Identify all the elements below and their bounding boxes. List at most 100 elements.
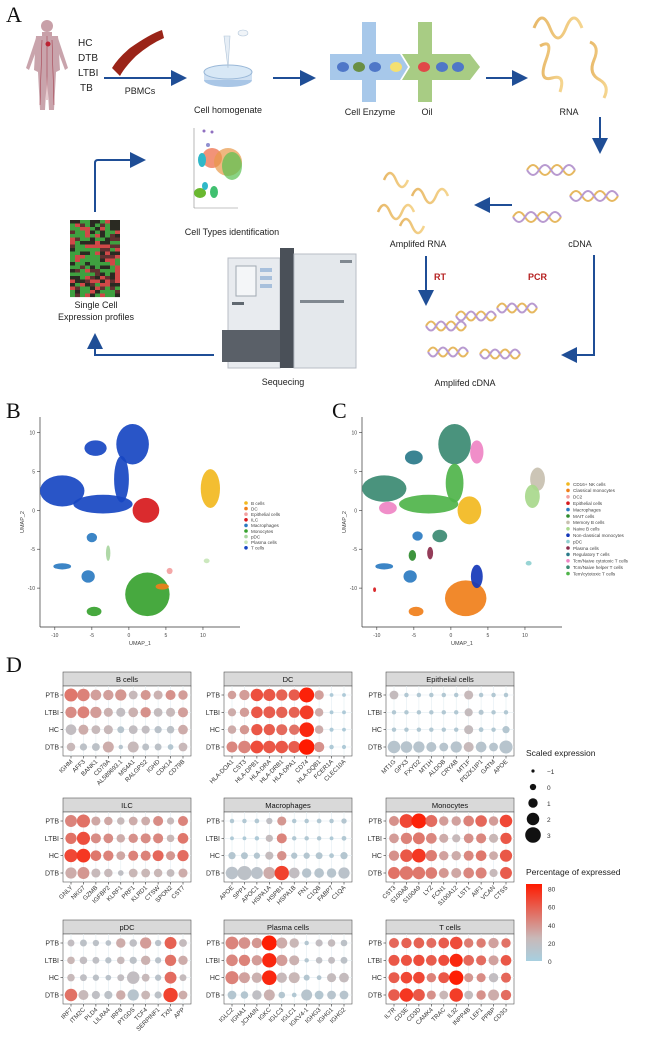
row-label: PTB	[45, 693, 59, 700]
size-legend-title: Scaled expression	[526, 748, 596, 758]
legend-label: Tcm/Naive helper T cells	[573, 565, 624, 570]
facet-title: DC	[283, 675, 294, 684]
dot	[78, 989, 89, 1001]
dot	[178, 742, 188, 752]
dot	[240, 852, 248, 860]
dot	[339, 972, 349, 983]
dot	[242, 836, 247, 841]
dot	[76, 814, 91, 828]
gene-label: CST7	[170, 884, 187, 901]
x-tick-label: 10	[522, 633, 528, 639]
dot	[387, 740, 401, 754]
dot	[439, 990, 449, 1000]
dot	[276, 972, 287, 983]
cluster-epithelial-cells	[166, 567, 173, 575]
dot	[77, 706, 90, 719]
dot	[65, 867, 77, 879]
size-legend-dot	[528, 798, 538, 808]
dot	[499, 740, 513, 754]
dot	[503, 692, 509, 698]
dot	[503, 710, 509, 715]
dot	[342, 727, 346, 732]
dot	[388, 867, 400, 879]
dot	[167, 744, 174, 750]
dot	[299, 687, 315, 703]
dot	[154, 974, 162, 981]
dot	[301, 868, 312, 878]
dot	[252, 990, 262, 1000]
dot	[116, 851, 126, 861]
dot	[449, 936, 463, 950]
legend-label: Non-classical monocytes	[573, 533, 625, 538]
row-label: DTB	[206, 993, 220, 1000]
dot	[103, 707, 113, 717]
dot	[91, 990, 100, 1000]
dot	[342, 710, 346, 715]
size-legend-label: 3	[547, 833, 551, 840]
row-label: HC	[49, 853, 59, 860]
dotplot-panel: B cellsIGHMAFF3BANK1CD79AAL589693.1MS4A1…	[45, 671, 621, 1033]
dot	[164, 971, 177, 984]
dot	[127, 741, 139, 753]
dot	[117, 974, 125, 982]
dot	[425, 815, 438, 827]
dot	[292, 836, 297, 841]
color-legend-tick: 60	[548, 905, 556, 912]
dot	[463, 741, 474, 753]
dot	[65, 832, 77, 844]
x-tick-label: 5	[487, 633, 490, 639]
legend-swatch	[244, 506, 248, 511]
dot	[276, 724, 288, 736]
legend-label: B cells	[251, 501, 265, 506]
arrow-icon	[87, 333, 214, 356]
cluster-cd16-nk-cells	[457, 496, 482, 525]
dot	[228, 852, 236, 860]
arrow-icon	[561, 255, 595, 363]
panel-d-letter: D	[6, 652, 22, 677]
dot	[227, 990, 237, 1000]
amplified-cdna-icon	[425, 302, 538, 360]
dot	[76, 848, 91, 863]
legend-label: Plasma cells	[573, 546, 599, 551]
dot	[439, 816, 449, 826]
dot	[126, 971, 140, 984]
dot	[265, 851, 274, 860]
dot	[476, 833, 487, 844]
dot	[400, 741, 413, 753]
dot	[289, 955, 300, 966]
legend-swatch	[244, 518, 248, 522]
dot	[500, 867, 512, 879]
dot	[327, 973, 337, 983]
dot	[117, 870, 124, 876]
dot	[129, 956, 137, 964]
dot	[416, 710, 422, 715]
dot	[304, 940, 309, 946]
facet-macrophages: MacrophagesAPOESPP1APOC1HSPA1AHSPB1HSPA1…	[206, 797, 353, 906]
facet-title: pDC	[119, 923, 135, 932]
facet-title: Plasma cells	[267, 923, 309, 932]
dot	[102, 741, 114, 753]
dot	[500, 989, 512, 1001]
legend-label: T cells	[251, 546, 265, 551]
dot	[388, 972, 400, 984]
legend-swatch	[244, 512, 248, 516]
y-tick-label: 0	[354, 508, 357, 514]
dot	[79, 974, 87, 982]
row-label: LTBI	[206, 710, 220, 717]
dot	[299, 722, 315, 738]
dot	[450, 741, 462, 753]
dot	[177, 815, 189, 827]
dot	[489, 742, 498, 752]
dot	[412, 848, 426, 863]
dot	[227, 690, 237, 700]
legend-swatch	[566, 559, 570, 563]
facet-title: Epithelial cells	[426, 675, 474, 684]
legend-label: Plasma cells	[251, 540, 277, 545]
size-legend-label: 1	[547, 801, 551, 808]
step-label-profiles: Single Cell	[74, 300, 118, 310]
arrow-icon	[94, 152, 146, 212]
dot	[77, 867, 90, 879]
dot	[291, 852, 298, 859]
x-tick-label: 0	[449, 633, 452, 639]
